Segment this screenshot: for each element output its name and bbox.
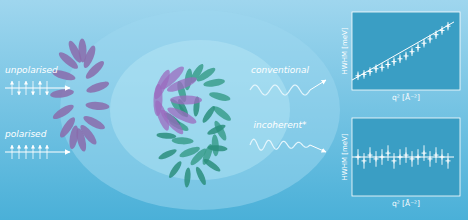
protein-segment [167, 160, 183, 180]
protein-segment [203, 77, 226, 88]
spin-arrow [47, 145, 48, 159]
spin-arrow [26, 145, 27, 159]
spin-arrow [12, 145, 13, 159]
protein-segment [57, 50, 81, 72]
exit-arrow [310, 145, 326, 152]
annotation: unpolarised [5, 65, 58, 75]
protein-segment [82, 114, 107, 132]
trend-line [352, 22, 454, 80]
point [446, 158, 451, 163]
protein-segment [172, 137, 194, 145]
figure: unpolarised polarised conventional incohere… [0, 0, 468, 220]
protein [50, 38, 233, 187]
beam-arrow [5, 151, 70, 152]
marks [352, 22, 454, 80]
annotation: incoherent* [254, 120, 307, 130]
spin-arrow [47, 81, 48, 95]
protein-segment [166, 104, 199, 126]
point [410, 49, 415, 54]
point [362, 158, 367, 163]
protein-segment [156, 132, 176, 140]
x-axis-label: q² [Å⁻²] [392, 199, 420, 208]
protein-segment [184, 167, 192, 187]
spin-arrow [33, 81, 34, 95]
point [422, 41, 427, 46]
protein-segment [50, 88, 75, 99]
protein-segment [206, 123, 227, 137]
point [398, 56, 403, 61]
spin-arrow [33, 145, 34, 159]
plot-frame [352, 12, 460, 90]
marks [352, 145, 454, 168]
spin-arrow [40, 81, 41, 95]
protein-segment [201, 105, 217, 125]
spin-arrow [12, 81, 13, 95]
protein-segment [194, 165, 208, 186]
plot-frame [352, 118, 460, 196]
point [392, 158, 397, 163]
exit-arrow [310, 80, 326, 90]
wave [250, 139, 310, 150]
y-axis-label: HWHM [meV] [341, 27, 349, 74]
spin-arrow [19, 81, 20, 95]
wave [250, 85, 310, 95]
protein-segment [208, 91, 231, 103]
spin-arrow [19, 145, 20, 159]
protein-segment [170, 96, 202, 105]
plot-area [352, 118, 460, 196]
protein-segment [207, 144, 227, 152]
x-axis-label: q² [Å⁻²] [392, 93, 420, 102]
point [404, 53, 409, 58]
point [392, 59, 397, 64]
point [380, 65, 385, 70]
annotation: conventional [251, 65, 309, 75]
mini-plot: q² [Å⁻²] HWHM [meV] [341, 12, 460, 102]
trend-line [352, 157, 454, 158]
glow [110, 40, 290, 180]
beam-arrow [5, 87, 70, 88]
protein-segment [157, 147, 178, 161]
plot-area [352, 12, 460, 90]
background [0, 0, 468, 220]
glow [60, 10, 340, 210]
protein-segment [202, 157, 222, 173]
protein-segment [85, 101, 109, 111]
spin-arrow [40, 145, 41, 159]
protein-segment [85, 79, 110, 95]
point [422, 151, 427, 156]
point [428, 36, 433, 41]
spin-arrow [26, 81, 27, 95]
y-axis-label: HWHM [meV] [341, 133, 349, 180]
annotation: polarised [4, 129, 47, 139]
point [416, 45, 421, 50]
point [386, 62, 391, 67]
point [386, 151, 391, 156]
mini-plot: q² [Å⁻²] HWHM [meV] [341, 118, 460, 208]
